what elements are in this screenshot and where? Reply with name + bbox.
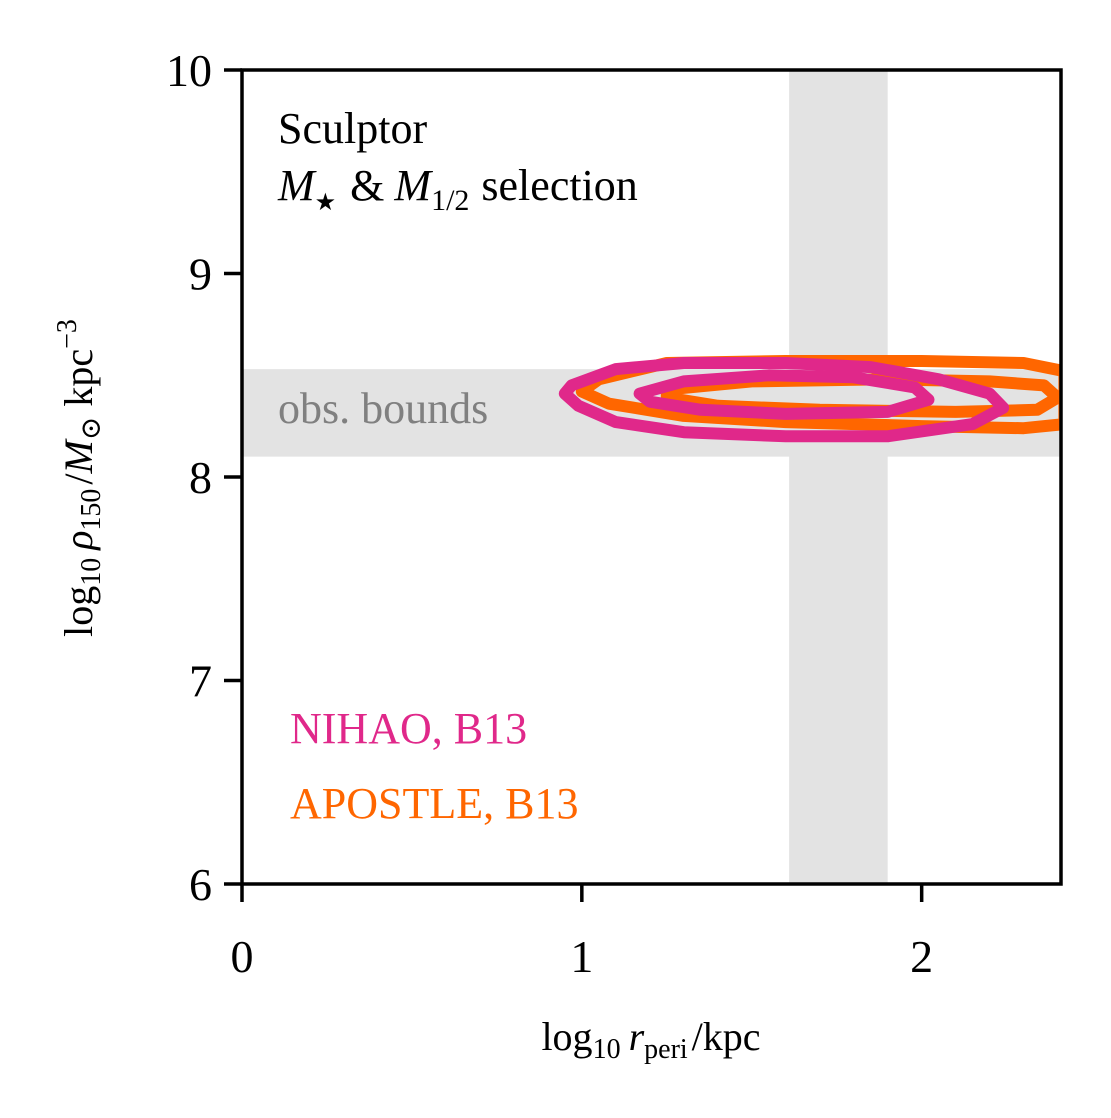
y-tick-label: 6 <box>189 859 212 910</box>
y-tick-label: 8 <box>189 452 212 503</box>
title-half-subscript: 1/2 <box>431 184 469 217</box>
legend-entry-nihao: NIHAO, B13 <box>290 704 527 753</box>
title-m2-symbol: M <box>393 161 433 210</box>
x-tick-label: 0 <box>231 931 254 982</box>
xlabel-unit: kpc <box>703 1014 761 1059</box>
chart-title-line2: M★ & M1/2 selection <box>277 161 638 217</box>
xlabel-slash: / <box>692 1014 704 1059</box>
obs-bounds-label: obs. bounds <box>278 384 488 433</box>
xlabel-peri: peri <box>644 1034 688 1065</box>
legend-entry-apostle: APOSTLE, B13 <box>290 779 578 828</box>
ylabel-log: log <box>56 586 101 637</box>
ylabel-unit: kpc <box>56 349 101 407</box>
y-tick-label: 9 <box>189 249 212 300</box>
ylabel-m: M <box>56 437 101 474</box>
xlabel-log: log <box>541 1014 592 1059</box>
ylabel-150: 150 <box>76 489 107 531</box>
title-ampersand: & <box>350 161 384 210</box>
x-axis-label: log10 rperi/kpc <box>541 1014 760 1065</box>
x-tick-label: 2 <box>910 931 933 982</box>
chart-title-line1: Sculptor <box>278 104 427 153</box>
ylabel-exponent: −3 <box>52 319 83 349</box>
xlabel-ten: 10 <box>593 1034 621 1065</box>
ylabel-rho: ρ <box>56 531 101 552</box>
axis-ticks: 0 1 2 6 7 8 9 10 <box>166 45 933 982</box>
ylabel-slash: / <box>56 473 101 485</box>
x-tick-label: 1 <box>570 931 593 982</box>
y-axis-label: log10 ρ150 /M⊙ kpc−3 <box>52 319 107 637</box>
xlabel-r: r <box>629 1014 645 1059</box>
contour-layer <box>558 355 1061 443</box>
title-star-subscript: ★ <box>315 190 337 216</box>
y-tick-label: 10 <box>166 45 212 96</box>
contour-nihao-1 <box>558 357 1010 443</box>
title-m-symbol: M <box>277 161 317 210</box>
contour-nihao-2 <box>633 369 935 420</box>
obs-bounds-vertical-band <box>789 70 888 884</box>
ylabel-ten: 10 <box>76 558 107 586</box>
title-selection-word: selection <box>481 161 637 210</box>
y-tick-label: 7 <box>189 656 212 707</box>
ylabel-sun: ⊙ <box>76 417 107 440</box>
